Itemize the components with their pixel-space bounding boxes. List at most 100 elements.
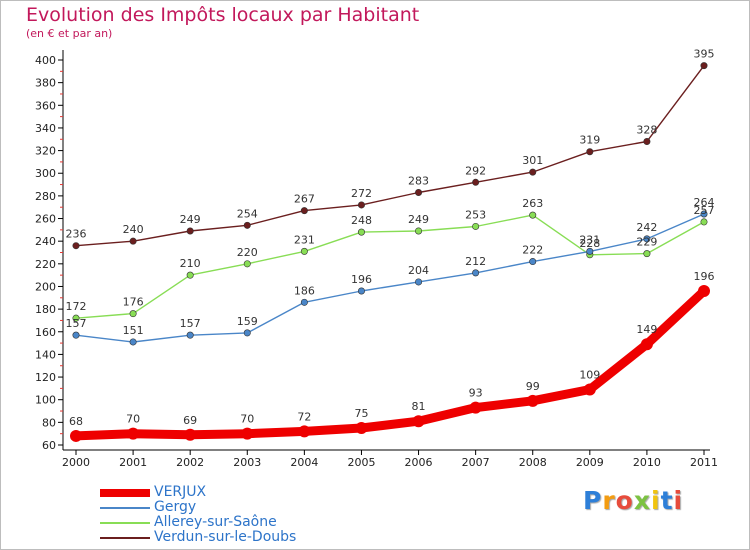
data-point bbox=[298, 425, 311, 438]
x-tick-label: 2007 bbox=[462, 456, 490, 469]
data-label: 283 bbox=[408, 174, 429, 187]
data-label: 109 bbox=[579, 369, 600, 382]
data-label: 257 bbox=[694, 204, 715, 217]
data-label: 149 bbox=[636, 323, 657, 336]
y-tick-label: 400 bbox=[35, 54, 56, 67]
data-label: 176 bbox=[123, 296, 144, 309]
data-label: 292 bbox=[465, 164, 486, 177]
data-point bbox=[412, 415, 425, 428]
x-tick-label: 2003 bbox=[233, 456, 261, 469]
data-label: 236 bbox=[66, 228, 87, 241]
data-point bbox=[129, 338, 137, 346]
x-tick-label: 2004 bbox=[290, 456, 318, 469]
data-label: 242 bbox=[636, 221, 657, 234]
data-point bbox=[243, 260, 251, 268]
x-tick-label: 2001 bbox=[119, 456, 147, 469]
series-lines bbox=[71, 65, 709, 441]
y-tick-label: 120 bbox=[35, 371, 56, 384]
logo-letter: i bbox=[651, 486, 661, 515]
data-label: 157 bbox=[180, 317, 201, 330]
data-points bbox=[70, 62, 710, 442]
data-point bbox=[529, 168, 537, 176]
series-line-0 bbox=[71, 286, 709, 441]
data-label: 222 bbox=[522, 244, 543, 257]
logo-letter: i bbox=[673, 486, 684, 515]
data-point bbox=[129, 237, 137, 245]
logo-letter: r bbox=[602, 486, 616, 515]
data-point bbox=[526, 394, 539, 407]
data-label: 204 bbox=[408, 264, 429, 277]
legend-swatch bbox=[100, 489, 150, 497]
data-point bbox=[241, 427, 254, 440]
data-label: 229 bbox=[636, 236, 657, 249]
data-point bbox=[129, 310, 137, 318]
legend: VERJUX Gergy Allerey-sur-Saône Verdun-sur-l… bbox=[100, 484, 380, 545]
series-line-3 bbox=[75, 65, 705, 247]
data-point bbox=[186, 331, 194, 339]
data-point bbox=[186, 227, 194, 235]
data-point bbox=[472, 269, 480, 277]
data-label: 69 bbox=[183, 414, 197, 427]
axes: 60 80 100 120 140 160 180 200 220 240 260 280 300 320… bbox=[35, 50, 718, 469]
data-label: 249 bbox=[408, 213, 429, 226]
legend-swatch bbox=[100, 507, 150, 509]
legend-label: Gergy bbox=[154, 499, 197, 515]
y-tick-label: 200 bbox=[35, 280, 56, 293]
data-point bbox=[698, 285, 710, 297]
logo-letter: x bbox=[633, 486, 651, 515]
logo-letter: t bbox=[660, 486, 674, 515]
data-point bbox=[529, 258, 537, 266]
data-point bbox=[643, 235, 651, 243]
data-point bbox=[300, 207, 308, 215]
data-point bbox=[300, 247, 308, 255]
x-tick-label: 2006 bbox=[405, 456, 433, 469]
data-label: 196 bbox=[694, 270, 715, 283]
data-label: 228 bbox=[579, 237, 600, 250]
data-point bbox=[415, 188, 423, 196]
data-label: 70 bbox=[126, 413, 140, 426]
data-label: 231 bbox=[579, 233, 600, 246]
logo-letter: P bbox=[583, 486, 603, 515]
y-tick-label: 240 bbox=[35, 235, 56, 248]
data-point bbox=[529, 211, 537, 219]
data-label: 72 bbox=[297, 410, 311, 423]
x-tick-label: 2002 bbox=[176, 456, 204, 469]
y-tick-label: 360 bbox=[35, 99, 56, 112]
data-point bbox=[184, 428, 197, 441]
data-point bbox=[72, 331, 80, 339]
data-label: 93 bbox=[469, 387, 483, 400]
data-point bbox=[72, 242, 80, 250]
y-tick-label: 80 bbox=[42, 416, 56, 429]
data-point bbox=[357, 201, 365, 209]
data-point bbox=[357, 228, 365, 236]
data-point bbox=[127, 427, 140, 440]
data-label: 249 bbox=[180, 213, 201, 226]
series-line-1 bbox=[75, 213, 705, 343]
data-label: 254 bbox=[237, 207, 258, 220]
proxiti-logo: Proxiti bbox=[583, 486, 683, 515]
legend-swatch bbox=[100, 522, 150, 524]
legend-label: Verdun-sur-le-Doubs bbox=[154, 529, 297, 545]
data-label: 196 bbox=[351, 273, 372, 286]
x-tick-label: 2010 bbox=[633, 456, 661, 469]
y-tick-label: 140 bbox=[35, 348, 56, 361]
y-tick-label: 320 bbox=[35, 145, 56, 158]
data-label: 220 bbox=[237, 246, 258, 259]
x-tick-label: 2005 bbox=[347, 456, 375, 469]
y-tick-label: 220 bbox=[35, 258, 56, 271]
data-label: 395 bbox=[694, 48, 715, 61]
data-label: 75 bbox=[354, 407, 368, 420]
data-point bbox=[415, 227, 423, 235]
legend-item: Allerey-sur-Saône bbox=[100, 514, 380, 530]
y-tick-label: 300 bbox=[35, 167, 56, 180]
y-tick-label: 180 bbox=[35, 303, 56, 316]
data-point bbox=[640, 338, 653, 351]
data-label: 264 bbox=[694, 196, 715, 209]
data-point bbox=[186, 271, 194, 279]
data-point bbox=[415, 278, 423, 286]
data-label: 186 bbox=[294, 284, 315, 297]
data-label: 70 bbox=[240, 413, 254, 426]
legend-label: Allerey-sur-Saône bbox=[154, 514, 277, 530]
